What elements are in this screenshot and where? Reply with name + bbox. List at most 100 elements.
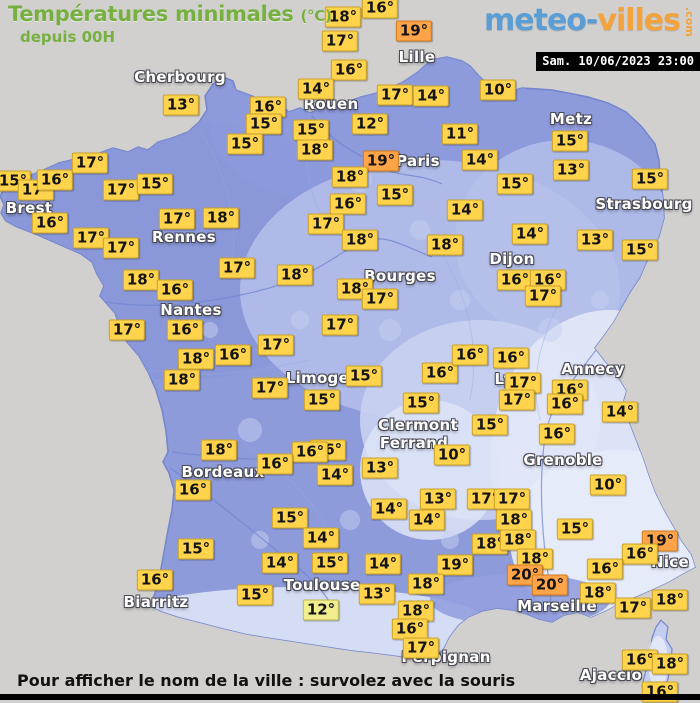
logo-part-meteo: meteo- [484,3,598,38]
temp-badge: 17° [102,179,140,201]
city-label[interactable]: Nice [651,553,689,571]
city-label[interactable]: Paris [396,152,440,170]
city-label[interactable]: Bourges [364,267,436,285]
temp-badge: 17° [361,288,399,310]
city-label[interactable]: Dijon [489,250,535,268]
temp-badge: 13° [358,583,396,605]
temp-badge: 17° [493,488,531,510]
city-label[interactable]: Rouen [303,95,359,113]
temp-badge: 16° [330,59,368,81]
temp-badge: 16° [546,393,584,415]
city-label[interactable]: Rennes [152,228,216,246]
temp-badge: 16° [529,269,567,291]
temp-badge: 16° [492,347,530,369]
temp-badge: 14° [364,553,402,575]
temp-badge: 13° [576,229,614,251]
temp-badge: 18° [495,509,533,531]
city-label[interactable]: Biarritz [123,593,189,611]
temp-badge: 16° [136,569,174,591]
city-label[interactable]: Strasbourg [595,195,693,213]
temp-badge: 16° [291,441,329,463]
temp-badge: 19° [395,20,433,42]
city-label[interactable]: Nantes [160,301,222,319]
temp-badge: 17° [524,285,562,307]
page-title-unit: (°C) [300,7,332,25]
city-label[interactable]: Clermont [378,416,458,434]
city-label[interactable]: Metz [549,110,593,128]
temp-badge: 18° [276,264,314,286]
temp-badge: 14° [302,527,340,549]
city-label[interactable]: Toulouse [283,576,361,594]
temp-badge: 15° [631,168,669,190]
temp-badge: 16° [214,344,252,366]
temp-badge: 11° [441,123,479,145]
temp-badge: 13° [361,457,399,479]
temp-badge: 17° [321,30,359,52]
temp-badge: 10° [433,444,471,466]
temp-badge: 17° [307,213,345,235]
temp-badge: 18° [324,6,362,28]
temp-badge: 14° [446,199,484,221]
temp-badge: 17° [498,389,536,411]
temp-badge: 16° [451,344,489,366]
temp-badge: 14° [412,85,450,107]
temp-badge: 18° [200,439,238,461]
temp-badge: 18° [331,166,369,188]
page-title-text: Températures minimales [8,2,294,26]
temp-badge: 15° [621,239,659,261]
temp-badge: 14° [461,149,499,171]
temp-badge: 18° [407,573,445,595]
bottom-strip [0,694,700,700]
meteo-villes-logo[interactable]: meteo-villes .com [484,3,696,38]
temp-badge: 14° [316,464,354,486]
temp-badge: 18° [579,582,617,604]
city-label[interactable]: Ajaccio [579,666,643,684]
temp-badge: 18° [651,653,689,675]
temp-badge: 15° [271,507,309,529]
temp-badge: 18° [341,229,379,251]
temp-badge: 17° [402,637,440,659]
city-label[interactable]: Cherbourg [134,68,226,86]
city-label[interactable]: Annecy [561,360,625,378]
page-subtitle: depuis 00H [20,28,116,46]
city-label[interactable]: Bordeaux [181,463,265,481]
temp-badge: 15° [496,173,534,195]
temp-badge: 13° [552,159,590,181]
temp-badge: 15° [292,119,330,141]
temp-badge: 18° [397,600,435,622]
city-label[interactable]: Ferrand [379,434,449,452]
temp-badge: 14° [370,498,408,520]
temp-badge: 17° [218,257,256,279]
temp-badge: 14° [408,509,446,531]
temp-badge: 17° [72,227,110,249]
temp-badge: 16° [421,362,459,384]
temp-badge: 16° [391,618,429,640]
temp-badge: 18° [163,369,201,391]
temp-badge: 15° [376,184,414,206]
temp-badge: 16° [156,279,194,301]
temp-badge: 15° [177,538,215,560]
temp-badge: 18° [516,548,554,570]
temp-badge: 12° [302,599,340,621]
temp-badge: 15° [136,173,174,195]
temp-badge: 18° [122,269,160,291]
temp-badge: 15° [245,113,283,135]
city-label[interactable]: Lille [398,48,436,66]
temp-badge: 10° [479,79,517,101]
temp-badge: 18° [651,589,689,611]
temp-badge: 18° [296,139,334,161]
temp-badge: 16° [174,479,212,501]
temp-badge: 17° [102,237,140,259]
temp-badge: 18° [426,234,464,256]
temp-badge: 20° [531,574,569,596]
footer-hint: Pour afficher le nom de la ville : survo… [17,671,516,690]
city-label[interactable]: Marseille [517,597,597,615]
temp-badge: 16° [496,269,534,291]
page-title: Températures minimales (°C) [8,2,332,26]
temp-badge: 18° [471,533,509,555]
temp-badge: 10° [589,474,627,496]
city-label[interactable]: Limoges [285,369,359,387]
city-label[interactable]: Grenoble [523,451,603,469]
